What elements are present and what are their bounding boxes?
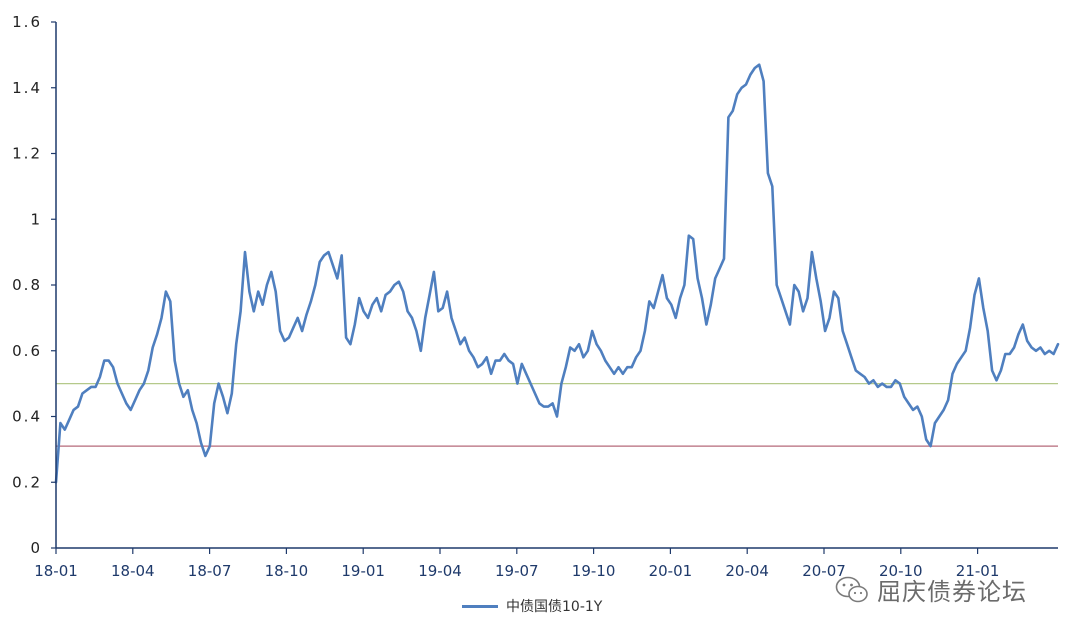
series-line-0: [54, 63, 1060, 484]
legend-label: 中债国债10-1Y: [506, 599, 603, 615]
x-tick-label: 19-01: [341, 562, 385, 580]
x-tick-label: 19-10: [572, 562, 616, 580]
series-layer: [54, 63, 1060, 484]
y-tick-label: 1: [30, 210, 42, 228]
y-tick-label: 1.2: [12, 145, 42, 163]
x-tick-label: 18-01: [34, 562, 78, 580]
x-tick-label: 20-10: [879, 562, 923, 580]
y-tick-label: 0.8: [12, 276, 42, 294]
x-tick-label: 20-07: [802, 562, 846, 580]
x-tick-label: 20-04: [725, 562, 769, 580]
x-tick-label: 18-04: [111, 562, 155, 580]
x-tick-label: 18-10: [265, 562, 309, 580]
y-tick-labels: 0 0.2 0.4 0.6 0.8 1 1.2 1.4 1.6: [12, 13, 56, 557]
watermark: 屈庆债券论坛: [835, 572, 1027, 607]
x-tick-labels: 18-01 18-04 18-07 18-10 19-01 19-04 19-07 19-10…: [34, 548, 999, 580]
legend: 中债国债10-1Y: [462, 596, 602, 616]
axes: [55, 22, 1058, 549]
watermark-text: 屈庆债券论坛: [877, 578, 1027, 606]
y-tick-label: 1.6: [12, 13, 42, 31]
legend-swatch: [462, 604, 498, 608]
y-tick-label: 0: [30, 539, 42, 557]
x-tick-label: 19-07: [495, 562, 539, 580]
y-tick-label: 0.2: [12, 473, 42, 491]
wechat-icon: [835, 576, 868, 602]
reference-lines: [56, 383, 1058, 447]
x-tick-label: 20-01: [649, 562, 693, 580]
x-tick-label: 21-01: [956, 562, 1000, 580]
y-tick-label: 0.4: [12, 408, 42, 426]
x-tick-label: 19-04: [418, 562, 462, 580]
x-tick-label: 18-07: [188, 562, 232, 580]
y-tick-label: 1.4: [12, 79, 42, 97]
y-tick-label: 0.6: [12, 342, 42, 360]
